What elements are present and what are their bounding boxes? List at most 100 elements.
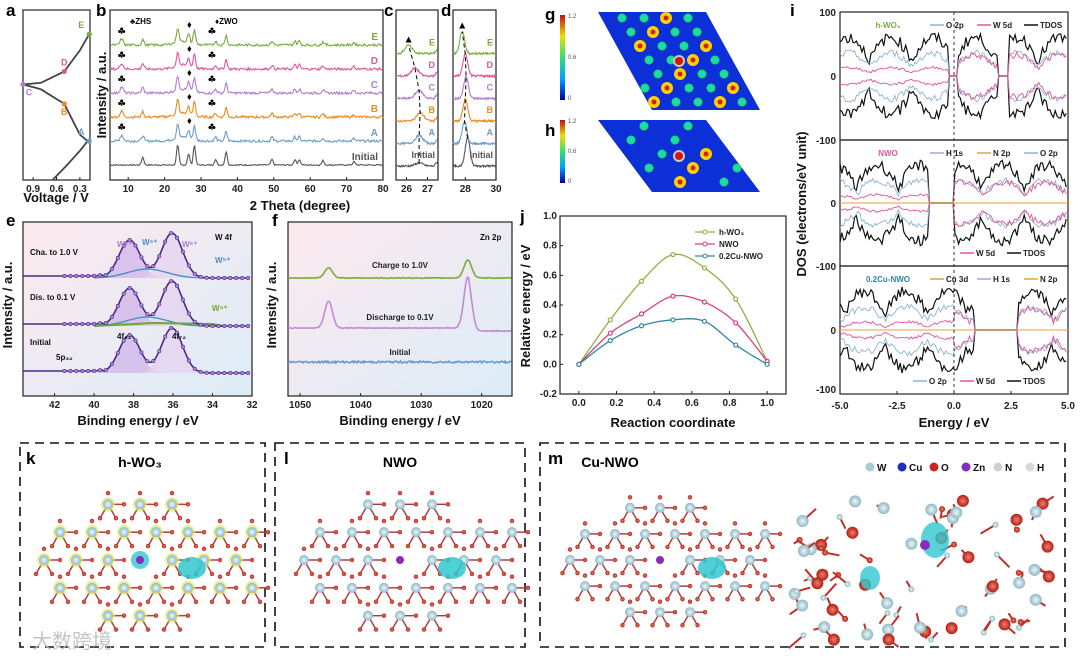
o-atom [642, 557, 648, 563]
e-data-point [169, 326, 174, 331]
x-tick-label: 0.0 [947, 401, 961, 412]
b-series-E [109, 28, 384, 48]
i-y-tick-label: -100 [816, 385, 836, 396]
zhs-club-icon [208, 75, 216, 82]
o-atom [605, 544, 610, 550]
j-data-point [733, 342, 739, 348]
x-tick-label: 70 [341, 184, 353, 195]
o-atom [193, 543, 199, 549]
x-tick-label: 0.0 [572, 398, 586, 409]
h-density-core [686, 124, 690, 128]
club-lobe [120, 27, 124, 31]
g-density-core [687, 86, 691, 90]
zwo-diamond-icon [187, 46, 192, 52]
g-density-core [682, 44, 686, 48]
i-W5d-up [839, 305, 1067, 331]
i-y-tick-label: 0 [830, 326, 836, 337]
w-atom [610, 581, 620, 592]
w-atom [215, 527, 225, 538]
c-series-label: A [429, 128, 436, 138]
a-marker-D [61, 68, 67, 75]
x-tick-label: 0.3 [73, 184, 87, 195]
zn-atom [656, 556, 664, 564]
o-atom [429, 490, 435, 496]
j-data-point [670, 251, 676, 258]
o-atom [381, 557, 387, 563]
e-data-point [92, 273, 97, 278]
g-colorbar [560, 15, 565, 100]
e-data-point [210, 323, 215, 328]
legend-W-atom-icon [865, 462, 875, 472]
atom [945, 622, 958, 635]
o-atom [620, 570, 625, 576]
b-ylabel: Intensity / a.u. [94, 52, 109, 139]
i-legend-label: N 2p [993, 149, 1010, 158]
o-atom [445, 613, 451, 618]
o-atom [413, 518, 419, 524]
x-tick-label: 0.6 [685, 398, 699, 409]
o-atom [642, 505, 648, 510]
a-marker-label: C [26, 87, 33, 97]
i-xlabel: Energy / eV [919, 415, 990, 430]
legend-N-label: N [1005, 463, 1012, 474]
e-data-point [121, 338, 126, 343]
o-atom [301, 546, 307, 551]
o-atom [687, 531, 693, 537]
d-series-E [452, 31, 497, 56]
i-legend-label: N 2p [1040, 275, 1057, 284]
e-data-point [228, 323, 233, 328]
colorbar-tick: 1.2 [568, 14, 577, 20]
w-atom [730, 581, 740, 592]
o-atom [49, 599, 55, 604]
w-atom [55, 527, 65, 538]
o-atom [612, 573, 618, 578]
o-atom [57, 574, 63, 579]
e-data-point [222, 275, 227, 280]
e-data-point [92, 368, 97, 373]
c-arrow-icon [405, 36, 412, 43]
b-series-D [109, 51, 384, 72]
w-atom [640, 581, 650, 592]
panel-label-j: j [519, 207, 525, 226]
o-atom [153, 574, 159, 579]
o-atom [381, 518, 387, 524]
e-w5-component [94, 316, 209, 327]
o-atom [485, 571, 491, 577]
e-data-point [133, 291, 138, 296]
o-atom [477, 574, 483, 579]
w-atom [87, 582, 97, 593]
o-atom [169, 602, 175, 607]
e-data-point [121, 291, 126, 296]
atom [1010, 617, 1017, 624]
panel-label-f: f [272, 211, 278, 230]
w-atom [151, 582, 161, 593]
panel-label-l: l [284, 449, 289, 468]
w-atom [103, 610, 113, 621]
x-tick-label: 0.4 [647, 398, 661, 409]
g-density-core [713, 58, 717, 62]
e-annotation-w5b: W⁵⁺ [215, 256, 231, 265]
w-atom [87, 527, 97, 538]
a-marker-label: D [61, 57, 68, 67]
w-atom [411, 527, 421, 538]
o-atom [97, 516, 103, 521]
o-atom [597, 583, 603, 589]
atom [849, 495, 862, 508]
o-atom [755, 544, 760, 550]
o-atom [665, 518, 670, 524]
o-atom [740, 544, 745, 550]
e-data-point [246, 370, 251, 375]
o-atom [413, 502, 419, 507]
g-density-core [650, 29, 656, 35]
zwo-diamond-icon [187, 70, 192, 76]
l-title: NWO [383, 454, 417, 470]
c-series-B [395, 111, 438, 124]
o-atom [145, 627, 151, 632]
d-series-label: E [487, 38, 493, 48]
e-data-point [86, 273, 91, 278]
o-atom [770, 596, 775, 602]
o-atom [413, 613, 419, 618]
x-tick-label: 38 [128, 400, 140, 411]
panel-label-m: m [548, 449, 563, 468]
o-atom [509, 574, 515, 579]
